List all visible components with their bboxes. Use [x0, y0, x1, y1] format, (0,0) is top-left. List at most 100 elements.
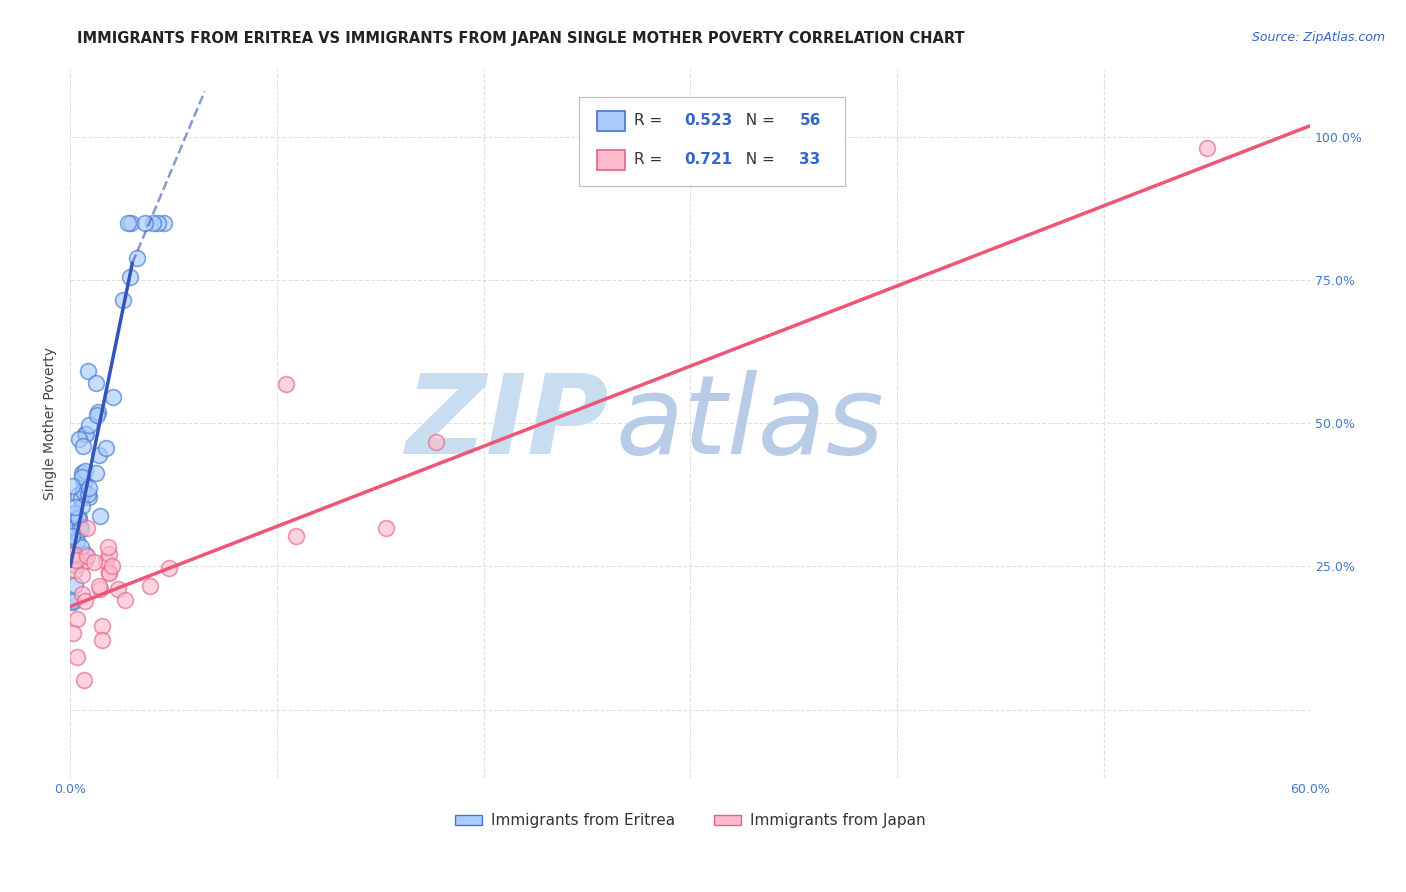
Point [152, 216, 174, 230]
Point [72, 475, 94, 490]
Point [67, 511, 90, 525]
Point [76, 549, 98, 563]
Point [77, 417, 100, 432]
Point [66, 526, 89, 541]
Point [63, 500, 86, 515]
Point [70, 466, 93, 480]
Point [70, 567, 93, 582]
Point [65, 650, 87, 665]
Point [72, 439, 94, 453]
Point [87, 579, 110, 593]
Point [63, 506, 86, 520]
Text: atlas: atlas [616, 370, 884, 477]
Point [73, 553, 96, 567]
Point [86, 408, 108, 422]
Point [89, 582, 111, 597]
Point [67, 519, 90, 533]
Point [66, 511, 89, 525]
Point [98, 566, 121, 580]
Point [118, 269, 141, 284]
Point [84, 467, 107, 481]
Point [60, 478, 83, 492]
Point [75, 426, 97, 441]
Bar [598, 150, 624, 170]
Point [62, 625, 84, 640]
Point [62, 524, 84, 539]
Point [77, 490, 100, 504]
Point [121, 216, 143, 230]
Point [276, 376, 298, 391]
Point [72, 470, 94, 484]
Text: 56: 56 [800, 113, 821, 128]
Point [425, 435, 447, 450]
Point [101, 558, 124, 573]
Point [375, 521, 398, 535]
Text: 0.523: 0.523 [685, 113, 733, 128]
Point [97, 547, 120, 561]
Point [65, 553, 87, 567]
Point [157, 561, 180, 575]
Text: R =: R = [634, 152, 668, 167]
Text: 33: 33 [800, 152, 821, 167]
Point [60, 529, 83, 543]
Point [65, 563, 87, 577]
Point [114, 592, 136, 607]
Point [60, 548, 83, 562]
Point [73, 547, 96, 561]
Text: N =: N = [737, 152, 780, 167]
Y-axis label: Single Mother Poverty: Single Mother Poverty [44, 347, 58, 500]
Point [70, 500, 93, 514]
Point [97, 541, 120, 555]
Point [66, 612, 89, 626]
Point [63, 547, 86, 561]
Point [111, 293, 134, 307]
Bar [598, 112, 624, 131]
Point [91, 619, 114, 633]
Point [86, 376, 108, 390]
Point [63, 516, 86, 531]
Point [63, 558, 86, 572]
Point [146, 216, 169, 230]
Point [69, 522, 91, 536]
Point [72, 484, 94, 499]
Text: 0.721: 0.721 [685, 152, 733, 167]
Point [73, 426, 96, 441]
Point [67, 488, 90, 502]
Point [94, 553, 117, 567]
Point [97, 566, 120, 581]
Point [69, 491, 91, 505]
Point [117, 216, 139, 230]
Text: N =: N = [737, 113, 780, 128]
Point [62, 594, 84, 608]
Point [139, 579, 162, 593]
Point [107, 582, 129, 596]
Point [77, 364, 100, 378]
Point [101, 390, 124, 404]
Point [60, 594, 83, 608]
Point [134, 216, 156, 230]
Point [77, 487, 100, 501]
Point [91, 633, 114, 648]
Point [89, 509, 111, 524]
Text: Source: ZipAtlas.com: Source: ZipAtlas.com [1251, 31, 1385, 45]
Point [83, 555, 105, 569]
FancyBboxPatch shape [579, 97, 845, 186]
Point [1195, 141, 1218, 155]
Point [73, 464, 96, 478]
Text: R =: R = [634, 113, 668, 128]
Point [73, 594, 96, 608]
Point [73, 673, 96, 687]
Point [70, 540, 93, 554]
Point [70, 587, 93, 601]
Point [69, 519, 91, 533]
Point [62, 520, 84, 534]
Point [67, 432, 90, 446]
Point [94, 441, 117, 455]
Point [284, 529, 307, 543]
Point [63, 578, 86, 592]
Text: IMMIGRANTS FROM ERITREA VS IMMIGRANTS FROM JAPAN SINGLE MOTHER POVERTY CORRELATI: IMMIGRANTS FROM ERITREA VS IMMIGRANTS FR… [77, 31, 965, 46]
Point [76, 520, 98, 534]
Point [142, 216, 165, 230]
Point [87, 404, 110, 418]
Legend: Immigrants from Eritrea, Immigrants from Japan: Immigrants from Eritrea, Immigrants from… [449, 807, 932, 834]
